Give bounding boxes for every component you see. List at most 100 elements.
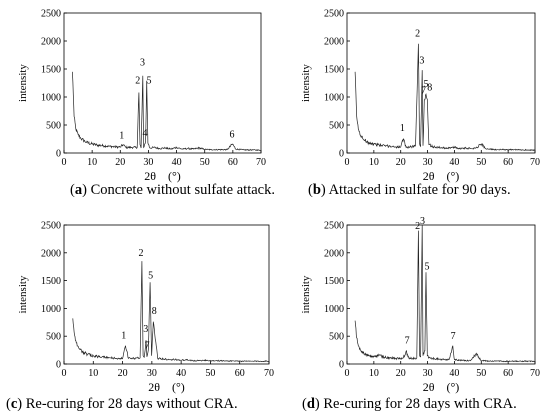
x-tick-label: 40 bbox=[172, 157, 182, 168]
x-tick-label: 10 bbox=[87, 157, 97, 168]
x-tick-label: 30 bbox=[143, 157, 153, 168]
y-tick-label: 2500 bbox=[324, 221, 344, 232]
xrd-pattern-line bbox=[354, 224, 536, 363]
y-tick-label: 500 bbox=[46, 121, 61, 132]
x-tick-label: 60 bbox=[235, 368, 245, 379]
y-tick-label: 2000 bbox=[41, 248, 61, 259]
x-axis-label: 2θ (°) bbox=[423, 169, 460, 183]
x-tick-label: 10 bbox=[88, 368, 98, 379]
xrd-pattern-line bbox=[72, 71, 262, 152]
x-tick-label: 0 bbox=[62, 368, 67, 379]
x-tick-label: 20 bbox=[396, 368, 406, 379]
x-tick-label: 70 bbox=[530, 368, 540, 379]
caption-c: (c) Re-curing for 28 days without CRA. bbox=[6, 396, 238, 412]
y-tick-label: 0 bbox=[339, 149, 344, 160]
x-axis-label: 2θ (°) bbox=[423, 380, 460, 394]
chart-panel-b: 0 500 1000 1500 2000 2500 0 10 20 30 40 50 60 70 2θ (°… bbox=[300, 9, 540, 184]
y-tick-label: 2500 bbox=[41, 221, 61, 232]
peak-label: 7 bbox=[405, 335, 410, 346]
peak-label: 8 bbox=[427, 82, 432, 93]
x-tick-label: 60 bbox=[503, 368, 513, 379]
peak-label: 1 bbox=[121, 330, 126, 341]
y-tick-label: 1000 bbox=[41, 304, 61, 315]
peak-label: 5 bbox=[425, 261, 430, 272]
y-tick-label: 1000 bbox=[324, 93, 344, 104]
x-tick-label: 40 bbox=[449, 368, 459, 379]
y-tick-label: 500 bbox=[46, 332, 61, 343]
y-tick-label: 1000 bbox=[41, 93, 61, 104]
x-tick-label: 50 bbox=[476, 368, 486, 379]
y-axis-label: intensity bbox=[17, 64, 29, 102]
y-tick-label: 1500 bbox=[324, 276, 344, 287]
x-tick-label: 10 bbox=[369, 368, 379, 379]
y-tick-label: 0 bbox=[339, 360, 344, 371]
y-axis-label: intensity bbox=[300, 64, 312, 102]
caption-b-text: Attacked in sulfate for 90 days. bbox=[328, 182, 511, 198]
y-tick-label: 500 bbox=[329, 121, 344, 132]
y-axis-label: intensity bbox=[300, 275, 312, 313]
x-tick-label: 30 bbox=[423, 368, 433, 379]
x-tick-label: 50 bbox=[205, 368, 215, 379]
caption-d-text: Re-curing for 28 days with CRA. bbox=[323, 396, 517, 412]
y-tick-label: 2000 bbox=[324, 37, 344, 48]
x-axis-label: 2θ (°) bbox=[144, 169, 181, 183]
y-tick-label: 1000 bbox=[324, 304, 344, 315]
chart-panel-d: 0 500 1000 1500 2000 2500 0 10 20 30 40 50 60 70 2θ (°… bbox=[300, 216, 540, 394]
peak-label: 4 bbox=[143, 128, 148, 139]
peak-label: 6 bbox=[230, 129, 235, 140]
y-tick-label: 2500 bbox=[41, 9, 61, 20]
x-tick-label: 40 bbox=[176, 368, 186, 379]
x-axis-label: 2θ (°) bbox=[148, 380, 185, 394]
y-tick-label: 2500 bbox=[324, 9, 344, 20]
peak-label: 1 bbox=[400, 123, 405, 134]
x-tick-label: 10 bbox=[369, 157, 379, 168]
y-tick-label: 1500 bbox=[41, 276, 61, 287]
peak-label: 8 bbox=[152, 306, 157, 317]
peak-label: 1 bbox=[119, 130, 124, 141]
y-tick-label: 1500 bbox=[41, 65, 61, 76]
plot-frame bbox=[63, 12, 262, 154]
x-tick-label: 50 bbox=[476, 157, 486, 168]
peak-label: 5 bbox=[148, 270, 153, 281]
peak-label: 2 bbox=[415, 29, 420, 40]
y-tick-label: 500 bbox=[329, 332, 344, 343]
peak-label: 2 bbox=[135, 76, 140, 87]
peak-label: 7 bbox=[145, 340, 150, 351]
chart-panel-a: 0 500 1000 1500 2000 2500 0 10 20 30 40 50 60 70 2θ (°… bbox=[17, 9, 266, 184]
caption-c-text: Re-curing for 28 days without CRA. bbox=[25, 396, 238, 412]
y-tick-label: 0 bbox=[56, 149, 61, 160]
plot-frame bbox=[346, 224, 536, 365]
y-axis-label: intensity bbox=[17, 275, 29, 313]
x-tick-label: 30 bbox=[423, 157, 433, 168]
x-tick-label: 70 bbox=[530, 157, 540, 168]
peak-label: 3 bbox=[420, 216, 425, 227]
peak-label: 3 bbox=[140, 58, 145, 69]
x-tick-label: 40 bbox=[449, 157, 459, 168]
peak-label: 2 bbox=[139, 248, 144, 259]
caption-a-text: Concrete without sulfate attack. bbox=[90, 182, 275, 198]
x-tick-label: 30 bbox=[147, 368, 157, 379]
y-tick-label: 0 bbox=[56, 360, 61, 371]
caption-a: (a) Concrete without sulfate attack. bbox=[70, 182, 275, 198]
peak-label: 3 bbox=[143, 324, 148, 335]
x-tick-label: 70 bbox=[264, 368, 274, 379]
x-tick-label: 50 bbox=[200, 157, 210, 168]
plot-frame bbox=[346, 12, 536, 154]
x-tick-label: 60 bbox=[228, 157, 238, 168]
y-tick-label: 2000 bbox=[41, 37, 61, 48]
peak-label: 2 bbox=[415, 221, 420, 232]
x-tick-label: 60 bbox=[503, 157, 513, 168]
x-tick-label: 20 bbox=[396, 157, 406, 168]
xrd-pattern-line bbox=[354, 43, 536, 152]
peak-label: 7 bbox=[421, 86, 426, 97]
y-tick-label: 1500 bbox=[324, 65, 344, 76]
peak-label: 3 bbox=[419, 55, 424, 66]
peak-label: 5 bbox=[423, 79, 428, 90]
x-tick-label: 20 bbox=[115, 157, 125, 168]
peak-label: 7 bbox=[451, 331, 456, 342]
peak-label: 5 bbox=[146, 76, 151, 87]
plot-frame bbox=[63, 224, 270, 365]
x-tick-label: 0 bbox=[345, 157, 350, 168]
x-tick-label: 0 bbox=[345, 368, 350, 379]
